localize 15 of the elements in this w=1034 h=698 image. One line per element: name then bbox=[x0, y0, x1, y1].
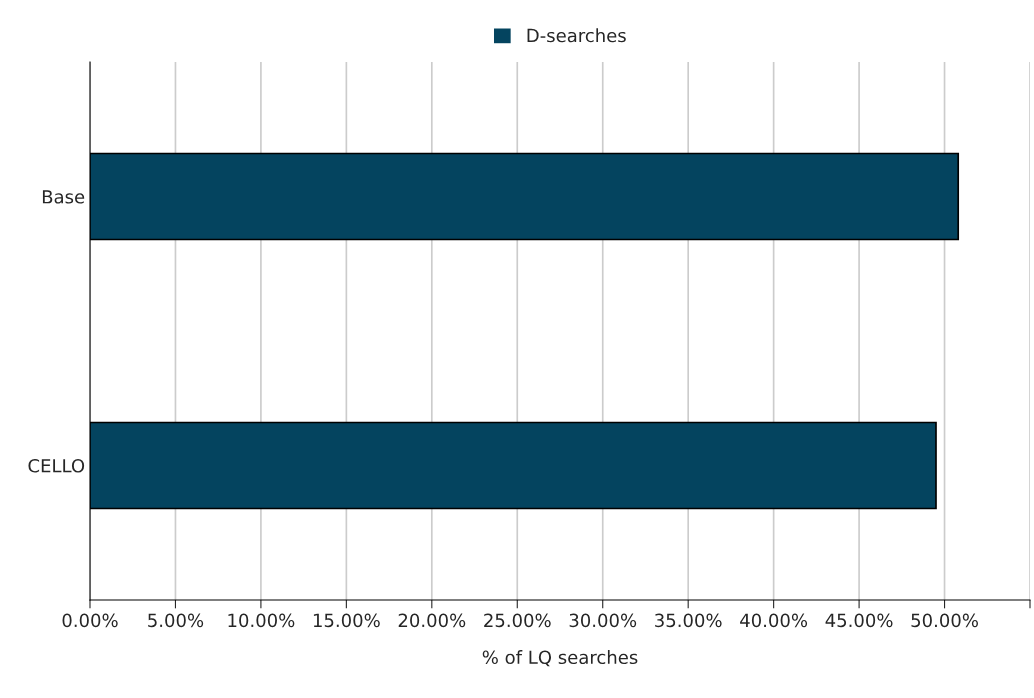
x-tick-label: 10.00% bbox=[228, 613, 295, 628]
x-tick-label: 45.00% bbox=[825, 613, 893, 628]
x-tick-label: 20.00% bbox=[398, 613, 466, 628]
x-axis-title: % of LQ searches bbox=[482, 650, 638, 667]
x-tick-label: 15.00% bbox=[313, 613, 380, 628]
x-tick-label: 50.00% bbox=[911, 613, 978, 628]
x-tick-label: 0.00% bbox=[62, 613, 118, 628]
x-tick-label: 40.00% bbox=[740, 613, 808, 628]
x-tick-label: 30.00% bbox=[569, 613, 637, 628]
x-tick-label: 35.00% bbox=[655, 613, 722, 628]
x-tick-label: 5.00% bbox=[148, 613, 204, 628]
y-tick-label: Base bbox=[42, 190, 85, 204]
y-tick-label: CELLO bbox=[28, 458, 85, 473]
legend-label: D-searches bbox=[527, 28, 626, 43]
x-tick-label: 25.00% bbox=[484, 613, 551, 628]
